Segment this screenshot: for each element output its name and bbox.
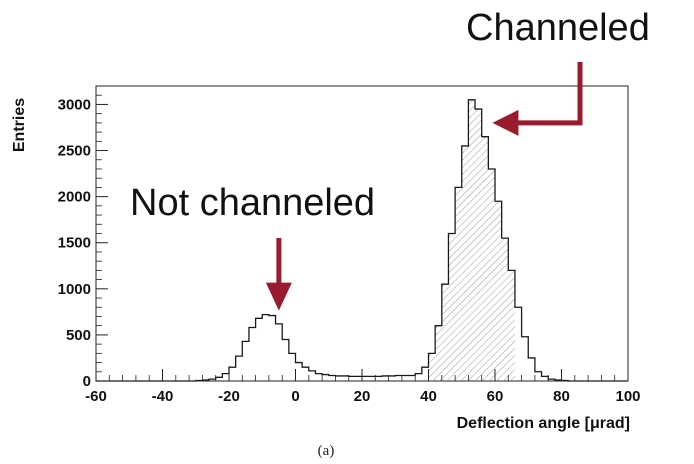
hatched-bin <box>435 325 442 381</box>
x-tick-label: 40 <box>420 388 437 405</box>
hatched-bin <box>461 145 469 381</box>
histogram-outline <box>96 99 628 382</box>
hatched-bin <box>448 233 456 381</box>
y-axis-title: Entries <box>11 98 28 152</box>
hatched-bin <box>481 136 489 381</box>
arrow-channeled-shaft <box>506 62 583 126</box>
figure-caption: (a) <box>318 443 335 459</box>
x-tick-label: 80 <box>553 388 570 405</box>
x-tick-label: -20 <box>218 388 240 405</box>
annotation-not-channeled: Not channeled <box>130 182 375 224</box>
y-tick-label: 3000 <box>58 96 91 113</box>
hatched-bin <box>475 109 482 381</box>
hatched-bin <box>468 99 476 381</box>
arrow-channeled-head <box>492 109 519 136</box>
plot-frame <box>95 85 629 382</box>
hatched-bin <box>495 201 502 381</box>
arrow-not-channeled-head <box>265 282 292 311</box>
x-tick-label: 0 <box>291 388 299 405</box>
x-axis-title: Deflection angle [μrad] <box>457 415 630 432</box>
x-tick-label: 60 <box>487 388 504 405</box>
y-tick-label: 0 <box>83 373 91 390</box>
hatched-bin <box>428 353 436 381</box>
y-tick-label: 1000 <box>58 281 91 298</box>
hatched-bin <box>488 168 495 381</box>
hatched-bin <box>441 284 449 381</box>
y-tick-label: 2500 <box>58 143 91 160</box>
x-tick-label: 20 <box>354 388 371 405</box>
annotation-channeled: Channeled <box>466 7 650 49</box>
y-tick-label: 500 <box>66 327 91 344</box>
y-tick-label: 1500 <box>58 235 91 252</box>
x-tick-label: -40 <box>152 388 174 405</box>
x-tick-label: -60 <box>85 388 107 405</box>
hatched-bin <box>455 187 462 381</box>
hatched-bin <box>501 238 509 381</box>
hatched-bin <box>508 270 515 381</box>
y-tick-label: 2000 <box>58 189 91 206</box>
x-tick-label: 100 <box>615 388 640 405</box>
